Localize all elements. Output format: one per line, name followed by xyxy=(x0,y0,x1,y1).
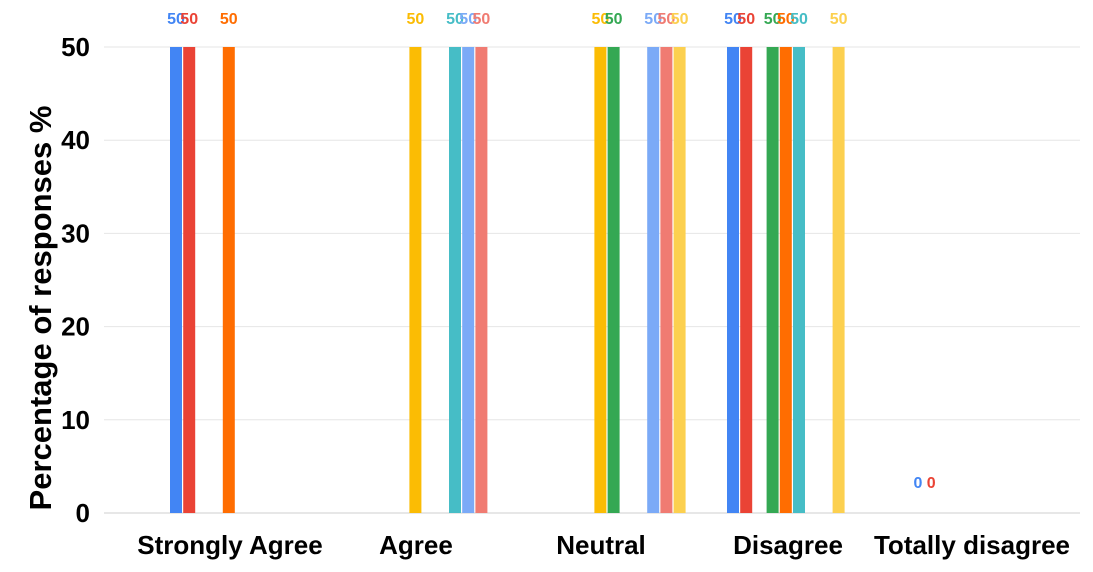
y-tick-label: 20 xyxy=(61,312,90,342)
bars xyxy=(170,47,845,513)
bar xyxy=(170,47,182,513)
y-axis-title: Percentage of responses % xyxy=(23,106,58,511)
bar xyxy=(462,47,475,513)
y-tick-label: 50 xyxy=(61,32,90,62)
bar xyxy=(647,47,660,513)
bar xyxy=(409,47,422,513)
x-tick-label: Totally disagree xyxy=(874,530,1070,560)
bar xyxy=(766,47,779,513)
bar xyxy=(832,47,845,513)
x-tick-label: Neutral xyxy=(556,530,646,560)
data-label: 50 xyxy=(830,11,848,28)
bar xyxy=(607,47,620,513)
data-label: 50 xyxy=(180,11,198,28)
data-label: 50 xyxy=(724,11,742,28)
y-tick-label: 10 xyxy=(61,405,90,435)
data-label: 50 xyxy=(407,11,425,28)
data-label: 50 xyxy=(658,11,676,28)
data-label: 0 xyxy=(927,475,936,492)
data-label: 50 xyxy=(737,11,755,28)
data-label: 50 xyxy=(605,11,623,28)
bar xyxy=(793,47,805,513)
data-label: 50 xyxy=(459,11,477,28)
bar xyxy=(475,47,488,513)
bar xyxy=(183,47,196,513)
bar xyxy=(727,47,739,513)
y-tick-label: 30 xyxy=(61,218,90,248)
y-tick-label: 0 xyxy=(76,498,90,528)
x-tick-label: Strongly Agree xyxy=(137,530,322,560)
bar xyxy=(673,47,686,513)
data-label: 50 xyxy=(220,11,238,28)
bar xyxy=(449,47,461,513)
data-label: 50 xyxy=(764,11,782,28)
y-tick-labels: 0 10 20 30 40 50 xyxy=(61,32,90,528)
data-label: 50 xyxy=(644,11,662,28)
x-tick-labels: Strongly Agree Agree Neutral Disagree Totall… xyxy=(137,530,1070,560)
data-label: 50 xyxy=(446,11,464,28)
data-label: 0 xyxy=(914,475,923,492)
gridlines xyxy=(104,46,1080,514)
bar xyxy=(594,47,607,513)
data-label: 50 xyxy=(790,11,808,28)
bar xyxy=(660,47,673,513)
x-tick-label: Agree xyxy=(379,530,453,560)
bar xyxy=(779,47,792,513)
data-label: 50 xyxy=(592,11,610,28)
data-label: 50 xyxy=(777,11,795,28)
data-label: 50 xyxy=(473,11,491,28)
bar xyxy=(740,47,753,513)
data-label: 50 xyxy=(671,11,689,28)
bar xyxy=(222,47,235,513)
data-label: 50 xyxy=(167,11,185,28)
y-tick-label: 40 xyxy=(61,125,90,155)
x-tick-label: Disagree xyxy=(733,530,843,560)
